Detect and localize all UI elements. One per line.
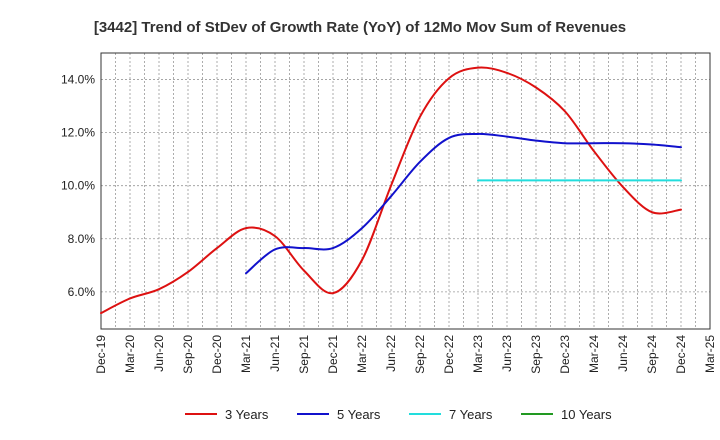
legend-label: 10 Years bbox=[561, 407, 612, 422]
x-tick-label: Sep-20 bbox=[181, 335, 195, 374]
chart-title: [3442] Trend of StDev of Growth Rate (Yo… bbox=[94, 19, 626, 36]
x-tick-label: Dec-24 bbox=[674, 335, 688, 374]
x-tick-label: Sep-21 bbox=[297, 335, 311, 374]
legend-label: 5 Years bbox=[337, 407, 381, 422]
y-tick-label: 10.0% bbox=[61, 179, 95, 193]
x-tick-label: Sep-23 bbox=[529, 335, 543, 374]
x-tick-label: Sep-22 bbox=[413, 335, 427, 374]
series-line-5-years bbox=[245, 132, 682, 275]
x-tick-label: Jun-22 bbox=[384, 335, 398, 372]
x-axis-ticks: Dec-19 Mar-20 Jun-20 Sep-20 Dec-20 Mar-21 Jun-… bbox=[94, 335, 717, 374]
x-tick-label: Mar-20 bbox=[123, 335, 137, 373]
y-tick-label: 12.0% bbox=[61, 126, 95, 140]
x-tick-label: Dec-22 bbox=[442, 335, 456, 374]
x-tick-label: Jun-24 bbox=[616, 335, 630, 372]
series-line-3-years bbox=[100, 66, 682, 315]
legend: 3 Years 5 Years 7 Years 10 Years bbox=[185, 407, 612, 422]
y-tick-label: 8.0% bbox=[68, 232, 96, 246]
legend-label: 7 Years bbox=[449, 407, 493, 422]
legend-item-5-years: 5 Years bbox=[297, 407, 381, 422]
x-tick-label: Mar-24 bbox=[587, 335, 601, 373]
y-axis-ticks: 6.0% 8.0% 10.0% 12.0% 14.0% bbox=[61, 73, 95, 299]
legend-label: 3 Years bbox=[225, 407, 269, 422]
y-tick-label: 14.0% bbox=[61, 73, 95, 87]
x-tick-label: Sep-24 bbox=[645, 335, 659, 374]
x-tick-label: Jun-21 bbox=[268, 335, 282, 372]
legend-item-7-years: 7 Years bbox=[409, 407, 493, 422]
x-tick-label: Dec-23 bbox=[558, 335, 572, 374]
series-layer bbox=[100, 66, 682, 315]
x-tick-label: Mar-22 bbox=[355, 335, 369, 373]
x-tick-label: Dec-21 bbox=[326, 335, 340, 374]
grid-layer bbox=[100, 53, 711, 329]
x-tick-label: Jun-23 bbox=[500, 335, 514, 372]
x-tick-label: Mar-23 bbox=[471, 335, 485, 373]
y-tick-label: 6.0% bbox=[68, 285, 96, 299]
x-tick-label: Mar-25 bbox=[703, 335, 717, 373]
legend-item-10-years: 10 Years bbox=[521, 407, 612, 422]
legend-item-3-years: 3 Years bbox=[185, 407, 269, 422]
x-tick-label: Mar-21 bbox=[239, 335, 253, 373]
x-tick-label: Jun-20 bbox=[152, 335, 166, 372]
x-tick-label: Dec-20 bbox=[210, 335, 224, 374]
plot-frame bbox=[100, 52, 711, 330]
x-tick-label: Dec-19 bbox=[94, 335, 108, 374]
